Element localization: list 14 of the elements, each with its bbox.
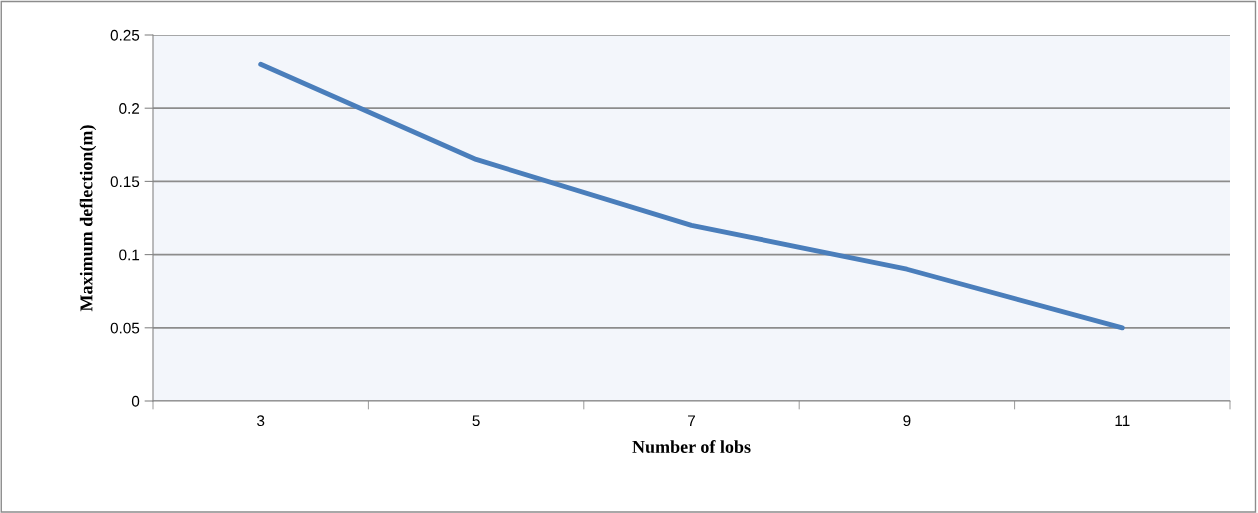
y-axis-title: Maximum deflection(m) bbox=[79, 125, 97, 312]
x-axis-title: Number of lobs bbox=[632, 440, 751, 453]
y-tick-label: 0.15 bbox=[110, 176, 140, 188]
x-tick-label: 3 bbox=[257, 415, 265, 427]
y-tick-label: 0.05 bbox=[110, 322, 140, 334]
x-tick-label: 11 bbox=[1115, 415, 1130, 426]
y-tick-label: 0.2 bbox=[119, 103, 140, 114]
x-tick-label: 9 bbox=[903, 415, 911, 427]
y-tick-label: 0.1 bbox=[119, 249, 140, 261]
x-tick-label: 5 bbox=[472, 415, 480, 427]
x-tick-label: 7 bbox=[688, 415, 695, 426]
y-tick-label: 0.25 bbox=[110, 29, 140, 41]
line-series bbox=[258, 61, 1125, 331]
y-tick-label: 0 bbox=[131, 395, 140, 407]
